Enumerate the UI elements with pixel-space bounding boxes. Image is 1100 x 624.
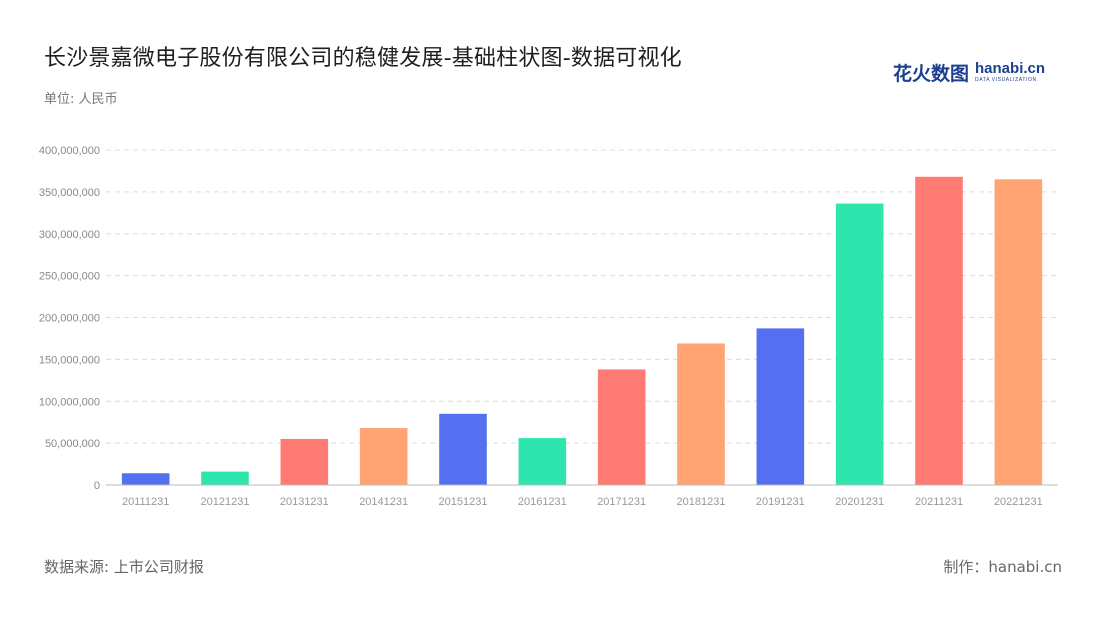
- x-tick-label: 20181231: [677, 496, 726, 508]
- bar: [835, 203, 884, 485]
- y-tick-label: 150,000,000: [39, 354, 100, 366]
- bar: [677, 343, 725, 485]
- y-tick-label: 50,000,000: [45, 438, 100, 450]
- bar: [359, 428, 408, 485]
- logo-text-en: hanabi.cn: [975, 60, 1046, 77]
- x-tick-label: 20211231: [915, 496, 963, 508]
- logo-subtext: DATA VISUALIZATION: [975, 77, 1037, 83]
- x-tick-label: 20121231: [201, 496, 250, 508]
- bar: [915, 176, 963, 486]
- bar: [597, 369, 646, 485]
- bar: [518, 438, 567, 485]
- x-tick-label: 20171231: [597, 496, 646, 508]
- x-tick-label: 20131231: [280, 496, 329, 508]
- y-tick-label: 250,000,000: [39, 271, 100, 283]
- x-tick-label: 20221231: [994, 496, 1043, 508]
- y-tick-label: 300,000,000: [39, 229, 100, 241]
- bar: [280, 438, 329, 485]
- x-tick-label: 20141231: [359, 496, 408, 508]
- y-tick-label: 0: [94, 480, 100, 492]
- x-tick-label: 20151231: [439, 496, 488, 508]
- x-tick-label: 20191231: [756, 496, 805, 508]
- bar: [756, 328, 805, 485]
- y-tick-label: 100,000,000: [39, 396, 100, 408]
- data-source: 数据来源: 上市公司财报: [44, 558, 204, 576]
- maker-credit: 制作：hanabi.cn: [943, 558, 1062, 576]
- unit-label: 单位: 人民币: [44, 92, 118, 107]
- x-tick-label: 20201231: [835, 496, 884, 508]
- logo: 花火数图 hanabi.cn DATA VISUALIZATION: [893, 58, 1045, 86]
- x-tick-label: 20161231: [518, 496, 567, 508]
- x-tick-label: 20111231: [122, 496, 169, 508]
- bar: [439, 413, 487, 485]
- y-tick-label: 400,000,000: [39, 145, 100, 157]
- y-tick-label: 200,000,000: [39, 313, 100, 325]
- y-tick-label: 350,000,000: [39, 187, 100, 199]
- chart-title: 长沙景嘉微电子股份有限公司的稳健发展-基础柱状图-数据可视化: [44, 46, 682, 71]
- logo-en-block: hanabi.cn DATA VISUALIZATION: [975, 61, 1045, 83]
- bar: [201, 471, 249, 485]
- logo-text-cn: 花火数图: [893, 62, 970, 85]
- bar: [994, 179, 1043, 485]
- bar: [121, 473, 170, 485]
